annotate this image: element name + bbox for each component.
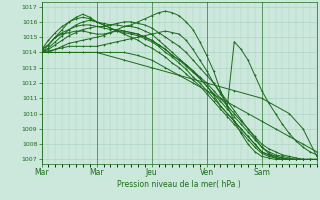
X-axis label: Pression niveau de la mer( hPa ): Pression niveau de la mer( hPa )	[117, 180, 241, 189]
